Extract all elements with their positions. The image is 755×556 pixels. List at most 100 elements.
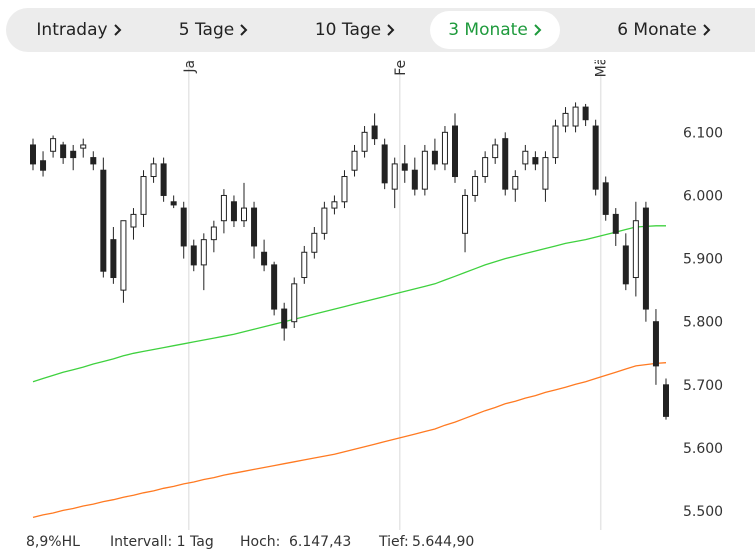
candle-body	[612, 213, 619, 234]
month-label: Jan	[182, 60, 198, 74]
candle-body	[351, 150, 358, 171]
candle-body	[170, 201, 177, 206]
tab-label[interactable]: 6 Monate	[617, 20, 697, 40]
candle-body	[140, 176, 147, 215]
month-label: Feb	[393, 60, 409, 76]
candle-body	[452, 125, 458, 178]
low-label: Tief:	[379, 534, 409, 550]
candle-body	[431, 150, 438, 165]
tab[interactable]: 10 Tage	[290, 11, 420, 49]
tab[interactable]: Intraday	[14, 11, 144, 49]
tab-label[interactable]: 10 Tage	[314, 20, 382, 40]
y-tick-label: 6.100	[683, 125, 723, 141]
high-label: Hoch:	[240, 534, 281, 550]
candle-body	[502, 138, 509, 190]
candle-body	[120, 220, 127, 291]
candle-body	[462, 194, 469, 234]
candle-body	[210, 226, 217, 241]
tab[interactable]: 5 Tage	[156, 11, 271, 49]
candle-body	[70, 150, 77, 159]
candle-body	[542, 157, 549, 190]
candle-body	[381, 144, 388, 184]
candle-body	[572, 106, 579, 127]
candle-body	[482, 157, 489, 178]
candle-body	[642, 207, 649, 310]
candle-body	[411, 169, 418, 190]
candle-body	[60, 144, 67, 159]
candle-body	[241, 207, 247, 222]
candle-body	[421, 150, 428, 190]
candle-body	[441, 131, 448, 165]
high-value: 6.147,43	[289, 534, 352, 550]
range-percent: 8,9%HL	[26, 534, 80, 550]
candle-body	[512, 176, 519, 190]
month-label: Mär	[594, 60, 610, 77]
candle-body	[301, 251, 308, 279]
low-value: 5.644,90	[412, 534, 475, 550]
candle-body	[371, 125, 378, 140]
candle-body	[341, 176, 348, 203]
candle-body	[251, 207, 258, 247]
y-tick-label: 5.500	[683, 504, 723, 520]
moving-average-line	[32, 225, 666, 383]
chevron	[534, 24, 542, 36]
candle-body	[321, 207, 328, 234]
candle-body	[90, 157, 97, 165]
candle-body	[100, 169, 107, 272]
y-tick-label: 5.900	[683, 252, 723, 268]
candle-body	[562, 112, 569, 127]
candle-body	[311, 232, 318, 253]
candle-body	[391, 163, 398, 190]
candle-body	[30, 144, 36, 165]
candle-body	[220, 194, 227, 222]
candle-body	[472, 176, 479, 196]
candle-body	[361, 131, 368, 152]
range-tabs: Intraday 5 Tage 10 Tage 3 Monate 6 Monat…	[6, 8, 755, 52]
candle-body	[190, 245, 197, 266]
candle-body	[291, 283, 298, 323]
candle-body	[522, 150, 529, 165]
candle-body	[602, 182, 609, 215]
candle-body	[281, 308, 288, 329]
candle-body	[592, 125, 599, 190]
candle-body	[401, 163, 408, 171]
chevron	[703, 24, 711, 36]
candle-body	[150, 163, 157, 178]
candle-body	[271, 264, 278, 310]
candle-body	[110, 239, 117, 279]
stats-bar: 8,9%HL Intervall: 1 Tag Hoch: 6.147,43 T…	[0, 530, 755, 556]
candle-body	[552, 125, 559, 159]
y-tick-label: 5.700	[683, 378, 723, 394]
tab-label[interactable]: 5 Tage	[178, 20, 235, 40]
y-tick-label: 5.800	[683, 315, 723, 331]
candle-body	[532, 157, 539, 165]
candle-body	[40, 160, 47, 171]
candle-body	[492, 144, 499, 159]
candle-body	[582, 106, 589, 121]
interval: Intervall: 1 Tag	[110, 534, 214, 550]
candle-body	[130, 213, 137, 228]
candle-body	[331, 201, 338, 209]
tab-label[interactable]: 3 Monate	[448, 20, 528, 40]
chevron	[240, 24, 248, 36]
chart: Jan Feb Mär 5.500 5.600 5.700 5.800 5.900 6.000 6…	[30, 60, 723, 530]
candle-body	[80, 144, 87, 149]
moving-average-line	[32, 362, 667, 519]
candle-body	[632, 220, 639, 279]
tab-label[interactable]: Intraday	[36, 20, 108, 40]
y-tick-label: 5.600	[683, 441, 723, 457]
candle-body	[160, 163, 167, 196]
candle-body	[261, 251, 268, 266]
chevron	[387, 24, 395, 36]
chevron	[113, 24, 121, 36]
tab[interactable]: 6 Monate	[594, 11, 734, 49]
candle-body	[622, 245, 629, 285]
candle-body	[180, 207, 187, 247]
tab-active[interactable]: 3 Monate	[430, 11, 560, 49]
candle-body	[230, 201, 237, 222]
candle-body	[50, 138, 57, 152]
candle-body	[663, 384, 669, 417]
y-tick-label: 6.000	[683, 188, 723, 204]
candle-body	[652, 321, 659, 367]
